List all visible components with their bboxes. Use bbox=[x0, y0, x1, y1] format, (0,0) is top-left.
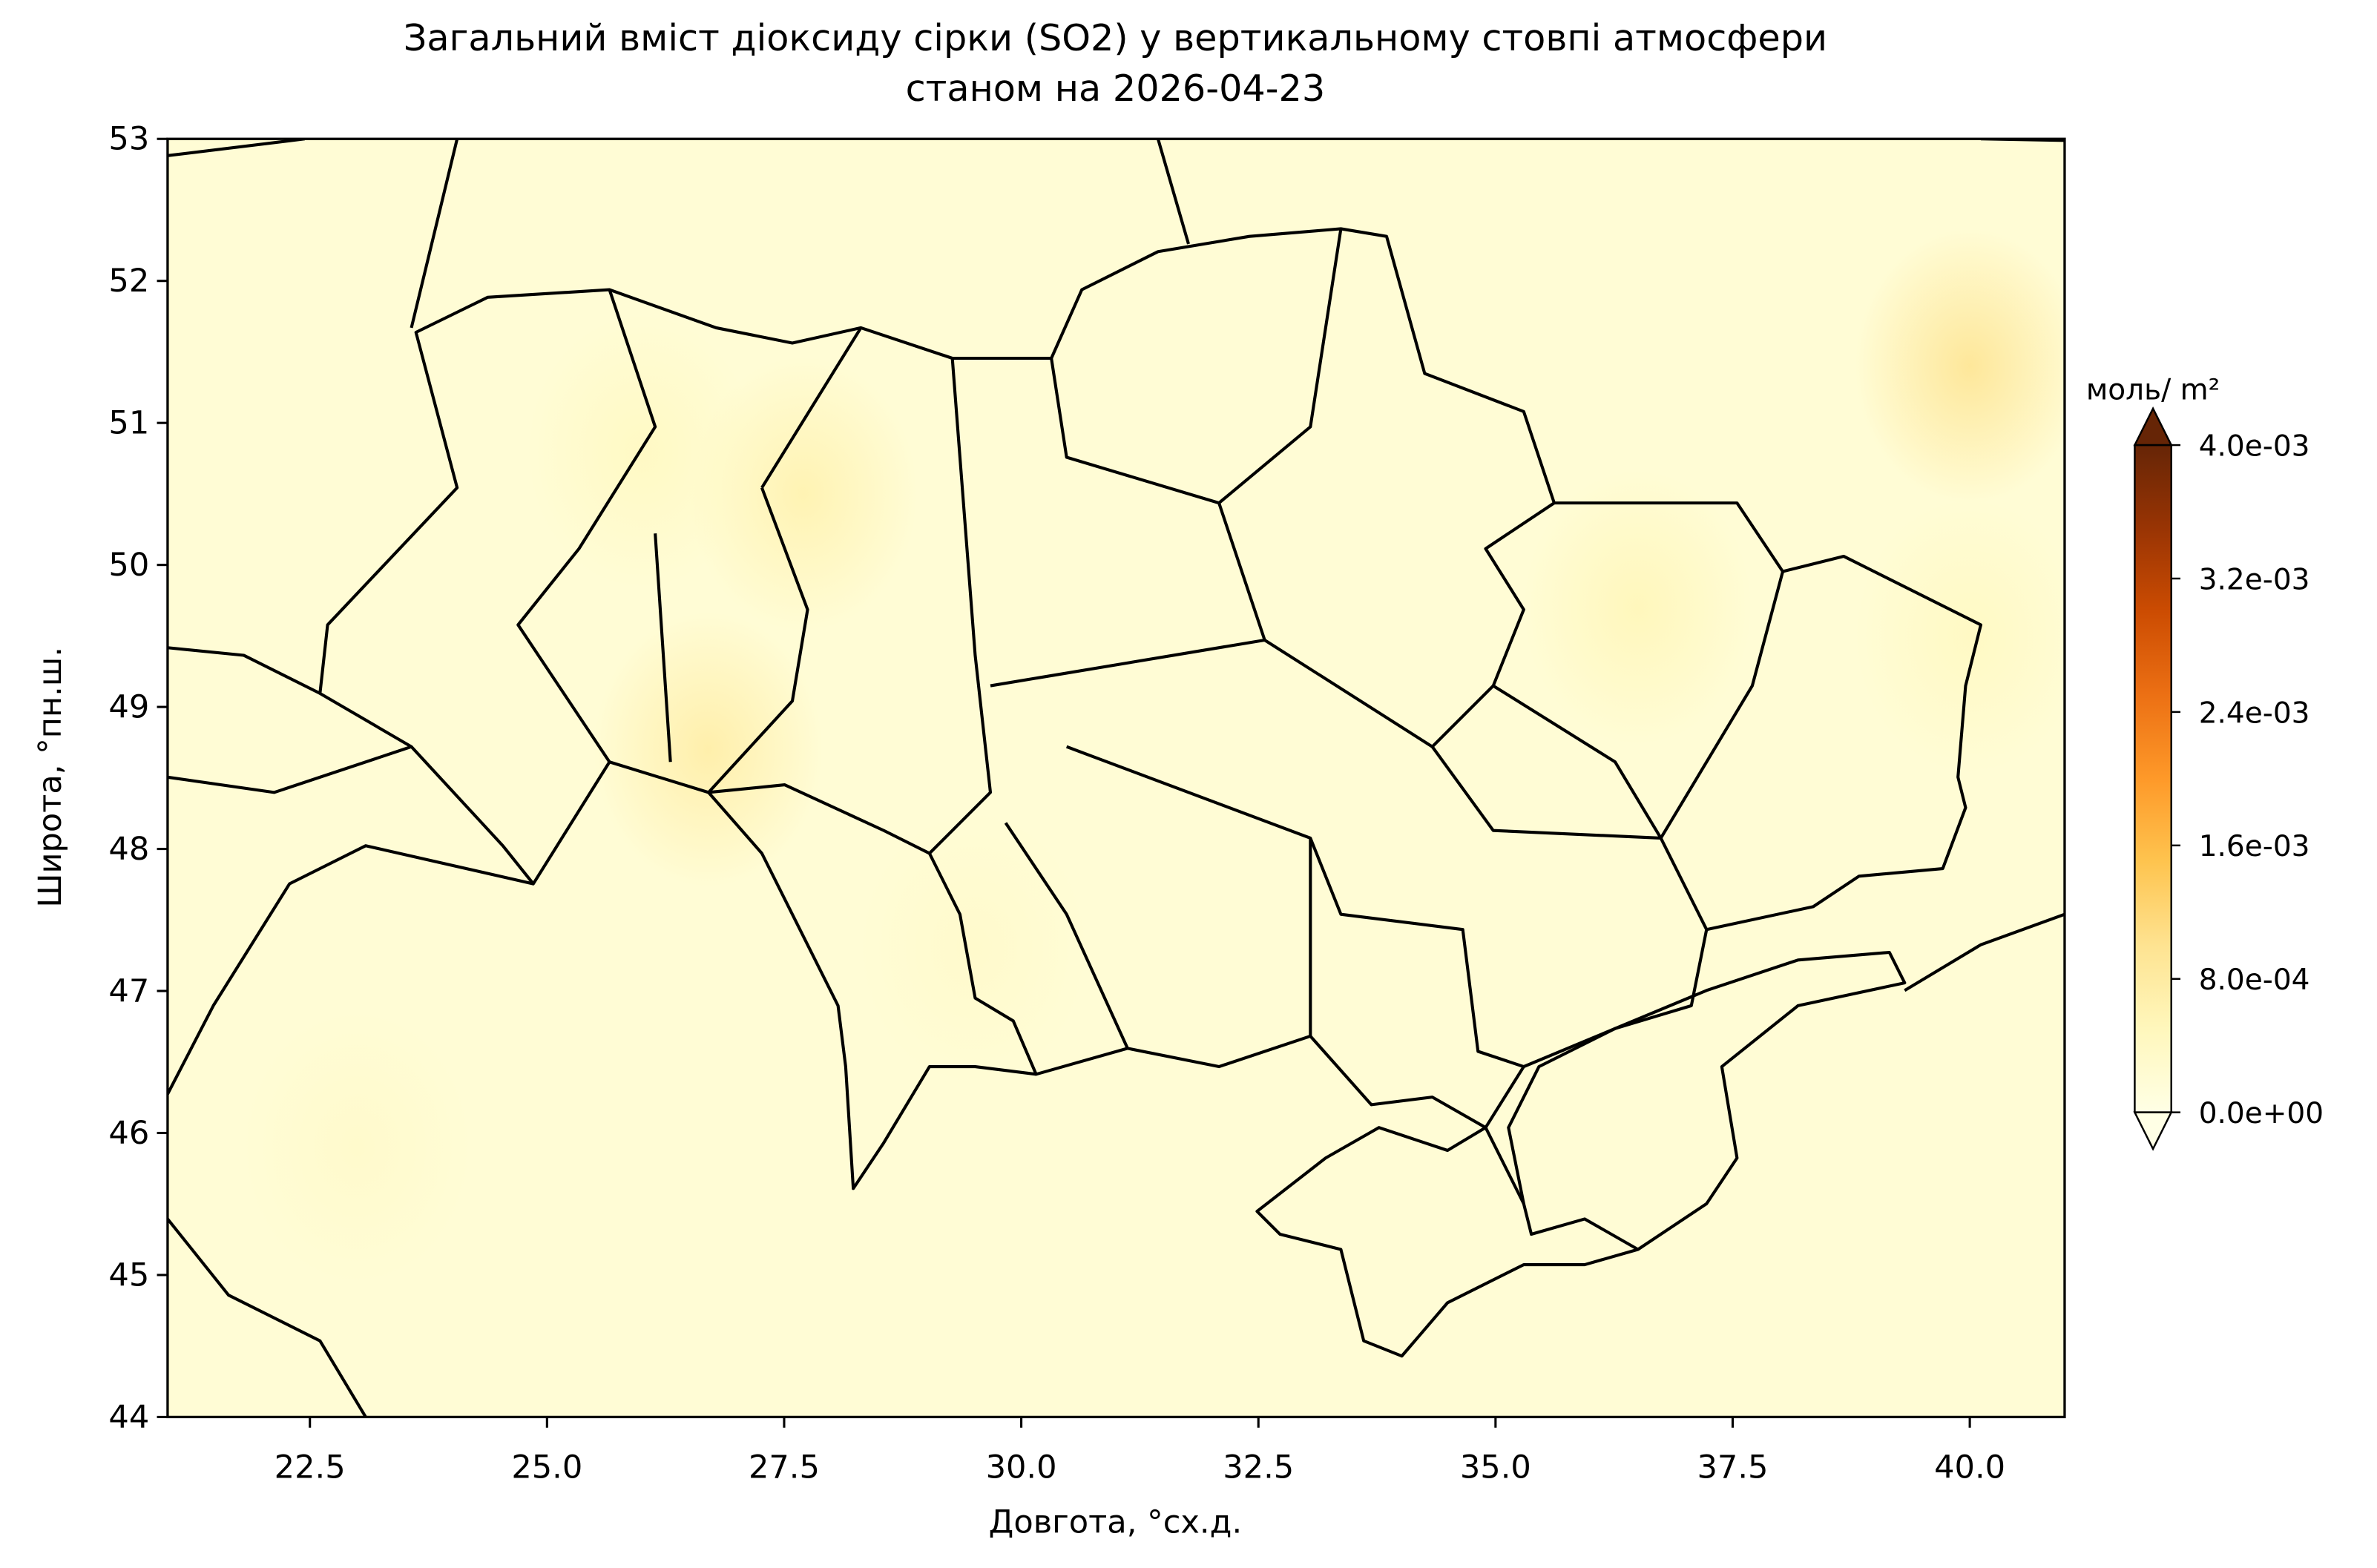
colorbar-tick-label: 8.0e-04 bbox=[2199, 963, 2310, 997]
chart-subtitle: станом на 2026-04-23 bbox=[906, 67, 1326, 110]
colorbar-tick-label: 0.0e+00 bbox=[2199, 1097, 2324, 1130]
azov-coast bbox=[1507, 950, 1907, 1251]
y-tick-label: 51 bbox=[108, 405, 149, 442]
ukraine-border bbox=[318, 227, 1983, 1130]
so2-hotspot bbox=[594, 612, 823, 887]
x-axis-label: Довгота, °сх.д. bbox=[989, 1504, 1243, 1541]
x-tick-label: 32.5 bbox=[1223, 1449, 1294, 1486]
background-field bbox=[167, 139, 2065, 1417]
so2-hotspot bbox=[1855, 498, 2065, 774]
colorbar-gradient bbox=[2134, 445, 2171, 1113]
y-tick-label: 50 bbox=[108, 547, 149, 584]
borders bbox=[167, 139, 2065, 1417]
so2-hotspot bbox=[859, 811, 1088, 1086]
y-tick-label: 44 bbox=[108, 1399, 149, 1436]
so2-hotspot bbox=[1855, 228, 2065, 504]
colorbar-frame bbox=[2134, 444, 2172, 1113]
x-tick-label: 27.5 bbox=[749, 1449, 820, 1486]
x-tick-label: 37.5 bbox=[1697, 1449, 1768, 1486]
y-tick-label: 52 bbox=[108, 263, 149, 300]
y-axis-label: Широта, °пн.ш. bbox=[32, 647, 69, 908]
colorbar-extend-min bbox=[2133, 1111, 2173, 1151]
colorbar-label: моль/ m² bbox=[2086, 373, 2220, 406]
x-tick-label: 30.0 bbox=[986, 1449, 1057, 1486]
y-tick-label: 47 bbox=[108, 972, 149, 1009]
map-area bbox=[167, 139, 2065, 1417]
oblast-borders bbox=[516, 228, 1784, 1068]
chart-title: Загальний вміст діоксиду сірки (SO2) у в… bbox=[404, 16, 1827, 59]
y-tick-label: 45 bbox=[108, 1256, 149, 1294]
colorbar-tick-label: 1.6e-03 bbox=[2199, 830, 2310, 863]
x-tick-label: 22.5 bbox=[274, 1449, 346, 1486]
x-tick-label: 25.0 bbox=[511, 1449, 582, 1486]
colorbar-extend-max bbox=[2133, 406, 2173, 447]
x-tick-label: 40.0 bbox=[1934, 1449, 2005, 1486]
y-tick-label: 53 bbox=[108, 121, 149, 158]
y-tick-label: 49 bbox=[108, 688, 149, 725]
colorbar-tick-label: 4.0e-03 bbox=[2199, 429, 2310, 463]
colorbar-tick-label: 3.2e-03 bbox=[2199, 563, 2310, 596]
colorbar-tick-label: 2.4e-03 bbox=[2199, 696, 2310, 730]
axes-frame bbox=[166, 137, 2066, 1419]
so2-hotspot bbox=[243, 1009, 472, 1285]
y-tick-label: 48 bbox=[108, 831, 149, 868]
moldova-border bbox=[707, 791, 1036, 1190]
x-tick-label: 35.0 bbox=[1460, 1449, 1531, 1486]
so2-hotspot bbox=[527, 314, 757, 589]
y-tick-label: 46 bbox=[108, 1115, 149, 1152]
so2-hotspot bbox=[1523, 470, 1752, 745]
colorbar: 0.0e+00 8.0e-04 1.6e-03 2.4e-03 3.2e-03 4.0e-… bbox=[2133, 406, 2324, 1151]
